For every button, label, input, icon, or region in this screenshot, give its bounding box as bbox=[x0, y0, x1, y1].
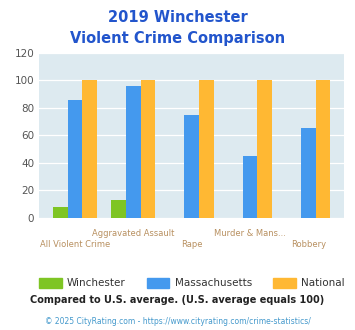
Bar bbox=[199, 80, 214, 218]
Bar bbox=[141, 80, 155, 218]
Legend: Winchester, Massachusetts, National: Winchester, Massachusetts, National bbox=[39, 278, 345, 288]
Bar bbox=[126, 86, 141, 218]
Bar bbox=[257, 80, 272, 218]
Text: Aggravated Assault: Aggravated Assault bbox=[92, 229, 174, 238]
Text: Compared to U.S. average. (U.S. average equals 100): Compared to U.S. average. (U.S. average … bbox=[31, 295, 324, 305]
Text: 2019 Winchester: 2019 Winchester bbox=[108, 10, 247, 25]
Text: © 2025 CityRating.com - https://www.cityrating.com/crime-statistics/: © 2025 CityRating.com - https://www.city… bbox=[45, 317, 310, 326]
Text: All Violent Crime: All Violent Crime bbox=[40, 240, 110, 249]
Bar bbox=[316, 80, 331, 218]
Bar bbox=[82, 80, 97, 218]
Bar bbox=[67, 100, 82, 218]
Bar bbox=[243, 156, 257, 218]
Text: Robbery: Robbery bbox=[291, 240, 326, 249]
Bar bbox=[184, 115, 199, 218]
Text: Rape: Rape bbox=[181, 240, 202, 249]
Bar bbox=[111, 200, 126, 218]
Text: Murder & Mans...: Murder & Mans... bbox=[214, 229, 286, 238]
Bar bbox=[53, 207, 67, 218]
Text: Violent Crime Comparison: Violent Crime Comparison bbox=[70, 31, 285, 46]
Bar bbox=[301, 128, 316, 218]
